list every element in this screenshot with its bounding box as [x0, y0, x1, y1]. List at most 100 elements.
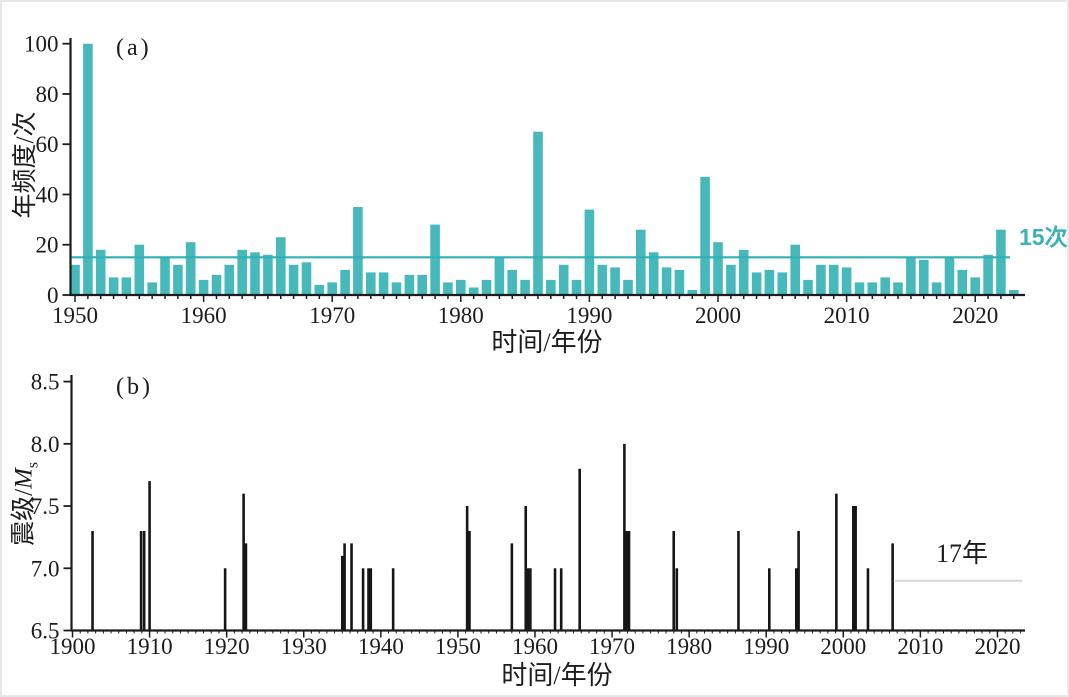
svg-text:1910: 1910: [127, 634, 173, 659]
bar-1956: [147, 282, 157, 295]
bar-2019: [957, 269, 968, 295]
bar-1978: [430, 224, 440, 295]
chart-a-x-axis-title: 时间/年份: [491, 328, 603, 357]
svg-text:2010: 2010: [824, 303, 870, 328]
bar-1962: [224, 264, 235, 295]
bar-1981: [468, 287, 479, 295]
svg-text:2020: 2020: [974, 634, 1020, 659]
reference-line-label: 15次: [1019, 224, 1068, 250]
bar-2001: [726, 264, 736, 295]
svg-text:7.0: 7.0: [31, 556, 60, 581]
svg-text:1900: 1900: [50, 634, 96, 659]
bar-2006: [790, 244, 800, 295]
svg-text:2000: 2000: [695, 303, 741, 328]
bar-1954: [121, 277, 132, 295]
svg-text:6.5: 6.5: [31, 619, 60, 644]
svg-text:1970: 1970: [309, 303, 355, 328]
bar-2022: [996, 229, 1006, 295]
bar-2018: [944, 257, 955, 295]
svg-text:0: 0: [47, 283, 59, 308]
bar-2004: [764, 269, 775, 295]
magnitude-label-variable: M: [10, 468, 38, 489]
bar-2007: [803, 279, 813, 295]
bar-1994: [636, 229, 646, 295]
svg-text:80: 80: [36, 82, 59, 107]
chart-b-axes: [70, 375, 1025, 632]
panel-a-label: (a): [116, 35, 152, 61]
bar-1991: [597, 264, 608, 295]
bar-1957: [160, 257, 170, 295]
bar-1972: [353, 207, 363, 295]
bar-1993: [623, 279, 633, 295]
svg-text:1940: 1940: [358, 634, 404, 659]
bar-1997: [674, 269, 685, 295]
svg-text:1920: 1920: [204, 634, 250, 659]
bar-1961: [211, 274, 222, 295]
bar-2005: [777, 272, 788, 295]
bar-1990: [584, 209, 595, 295]
bar-1969: [314, 284, 325, 295]
gap-annotation-label: 17年: [935, 539, 988, 568]
bar-1983: [494, 257, 505, 295]
bar-2008: [816, 264, 826, 295]
chart-a-ticks: 0 20 40 60 80 100 1950 1960 1970 1980 1990 2000 2010…: [24, 32, 1015, 328]
bar-1968: [301, 262, 312, 295]
chart-b-x-axis-title: 时间/年份: [501, 661, 613, 690]
bar-1963: [237, 249, 247, 295]
bar-1999: [700, 176, 710, 295]
bar-2010: [841, 267, 852, 295]
svg-text:40: 40: [36, 182, 59, 207]
bar-2015: [906, 257, 916, 295]
bar-1988: [558, 264, 569, 295]
svg-text:1960: 1960: [181, 303, 227, 328]
svg-text:1950: 1950: [52, 303, 98, 328]
bar-1987: [546, 279, 556, 295]
svg-text:1960: 1960: [512, 634, 558, 659]
bar-1984: [507, 269, 517, 295]
bar-1985: [520, 279, 530, 295]
bar-2023: [1009, 290, 1019, 295]
magnitude-label-subscript: s: [24, 462, 42, 469]
bar-1973: [366, 272, 376, 295]
svg-text:20: 20: [36, 233, 59, 258]
bar-2016: [919, 259, 929, 295]
bar-2000: [713, 242, 723, 295]
bar-1960: [198, 279, 209, 295]
bar-1982: [481, 279, 492, 295]
bar-1964: [250, 252, 260, 295]
bar-2021: [983, 254, 993, 295]
bar-2020: [970, 277, 980, 295]
bar-2013: [880, 277, 890, 295]
bar-1986: [533, 131, 543, 295]
bar-1970: [327, 282, 337, 295]
bar-1971: [340, 269, 350, 295]
chart-a-bars: [70, 43, 1019, 296]
bar-1951: [83, 43, 93, 296]
bar-1975: [391, 282, 402, 295]
bar-1953: [108, 277, 119, 295]
bar-1979: [443, 282, 453, 295]
bar-1958: [173, 264, 183, 295]
svg-text:100: 100: [24, 32, 59, 57]
bar-2012: [867, 282, 878, 295]
svg-text:1970: 1970: [589, 634, 635, 659]
bar-1950: [70, 264, 80, 295]
bar-2017: [931, 282, 942, 295]
bar-1952: [95, 249, 106, 295]
bar-1992: [610, 267, 620, 295]
chart-b-ticks: 6.5 7.0 7.5 8.0 8.5 1900 1910 1920 1930 1940 1950 1…: [31, 370, 1022, 659]
bar-2003: [751, 272, 762, 295]
bar-1967: [288, 264, 299, 295]
svg-text:1930: 1930: [281, 634, 327, 659]
bar-2011: [854, 282, 865, 295]
svg-text:1950: 1950: [435, 634, 481, 659]
svg-text:8.5: 8.5: [31, 370, 60, 395]
svg-text:7.5: 7.5: [31, 494, 60, 519]
bar-1976: [404, 274, 415, 295]
bar-2014: [893, 282, 903, 295]
panel-b-label: (b): [116, 374, 153, 400]
svg-text:2010: 2010: [897, 634, 943, 659]
bar-1965: [263, 254, 273, 295]
svg-text:2000: 2000: [820, 634, 866, 659]
